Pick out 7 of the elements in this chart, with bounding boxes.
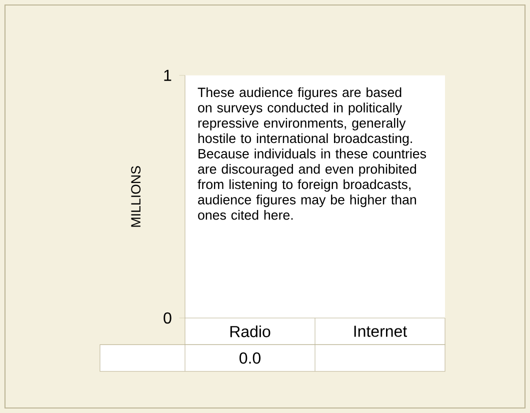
x-tick-label: Radio	[230, 325, 270, 338]
y-tick-label: 1	[164, 70, 172, 81]
text: These audience figures are based on surveys conducted in politically repressive environments, generally hostile to international broadcasting. Because individuals in these countries are discouraged and even prohibited from listening to foreign broadcasts, audience figures may be higher than ones cited here.	[198, 87, 426, 220]
x-tick-label: Internet	[354, 326, 408, 337]
y-tick-label: 0	[164, 312, 172, 324]
y-axis-title: MILLIONS	[131, 166, 141, 227]
data-label: 0.0	[240, 352, 261, 364]
